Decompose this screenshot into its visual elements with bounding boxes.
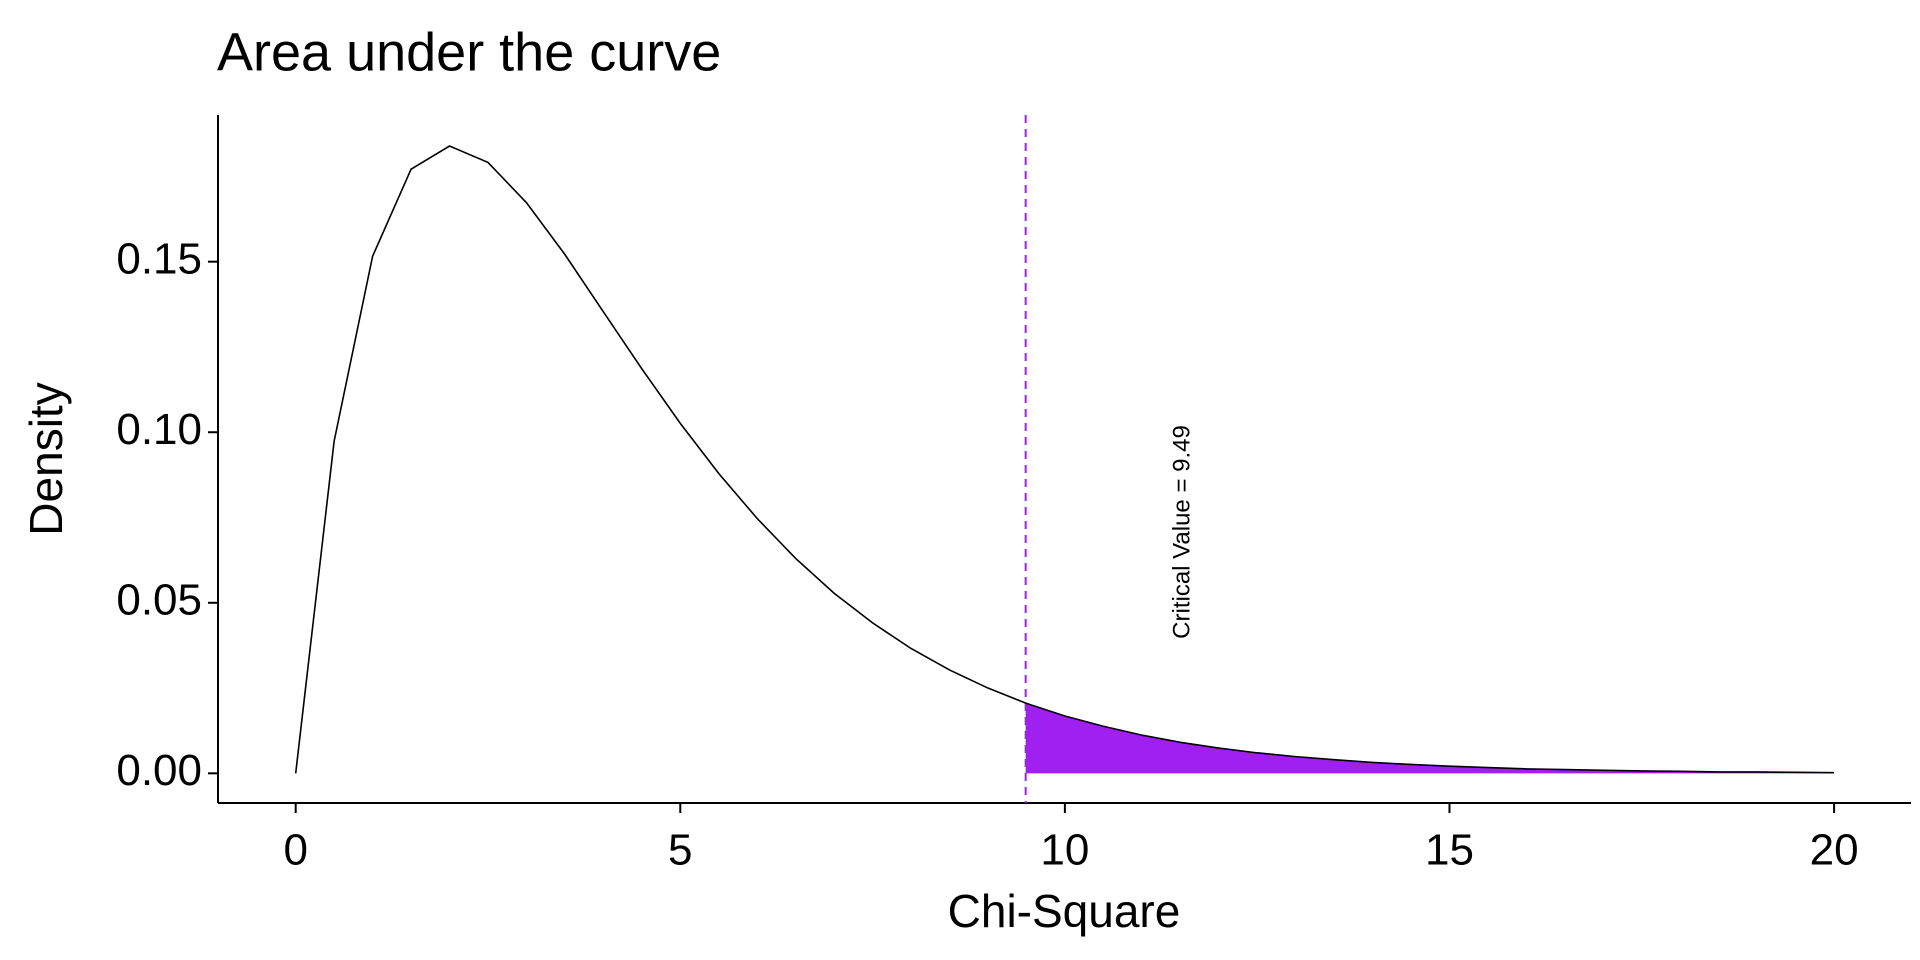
x-tick-label: 20 [1810,826,1859,875]
density-curve [294,145,1835,774]
y-axis-title: Density [20,382,72,535]
x-axis-title: Chi-Square [948,885,1181,937]
x-tick-label: 15 [1425,826,1474,875]
annotation: Critical Value = 9.49 [1168,425,1195,639]
shaded-area [1025,703,1835,774]
x-tick-label: 0 [283,826,307,875]
y-tick-label: 0.05 [116,575,202,624]
y-tick-label: 0.15 [116,234,202,283]
y-tick-label: 0.00 [116,746,202,795]
x-tick-label: 5 [668,826,692,875]
y-tick-label: 0.10 [116,405,202,454]
chart-title: Area under the curve [217,22,721,82]
x-tick-label: 10 [1040,826,1089,875]
